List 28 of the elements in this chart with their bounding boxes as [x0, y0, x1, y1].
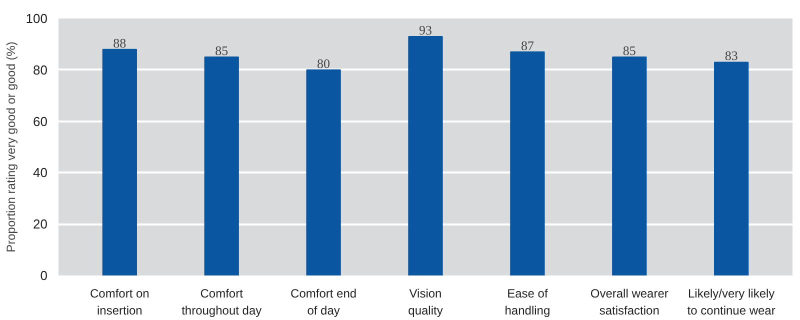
data-label: 88	[113, 35, 126, 50]
bar	[714, 62, 749, 276]
bar	[204, 56, 239, 276]
data-label: 93	[419, 22, 432, 38]
y-tick-label: 80	[33, 62, 48, 78]
bar	[612, 56, 647, 276]
bar	[510, 51, 545, 276]
x-tick-label: Comfort on insertion	[90, 286, 150, 318]
x-tick-label: Comfort end of day	[290, 286, 357, 318]
x-tick-label: Comfort throughout day	[182, 286, 262, 318]
x-tick-label: Overall wearer satisfaction	[590, 286, 668, 318]
data-label: 83	[724, 48, 738, 64]
x-tick-label: Ease of handling	[504, 286, 550, 318]
data-label: 87	[520, 38, 534, 53]
y-tick-label: 20	[33, 216, 48, 232]
data-label: 80	[317, 56, 330, 71]
bar	[306, 69, 341, 276]
x-tick-label: Likely/very likely to continue wear	[687, 286, 776, 318]
y-tick-label: 60	[33, 114, 48, 129]
y-tick-label: 0	[40, 268, 48, 283]
bar	[102, 48, 137, 276]
y-tick-label: 100	[26, 11, 48, 26]
y-axis-title: Proportion rating very good or good (%)	[4, 42, 18, 252]
data-label: 85	[215, 43, 228, 58]
x-tick-label: Vision quality	[408, 286, 443, 318]
y-tick-label: 40	[33, 165, 48, 180]
data-label: 85	[622, 43, 636, 58]
bar	[408, 36, 443, 276]
